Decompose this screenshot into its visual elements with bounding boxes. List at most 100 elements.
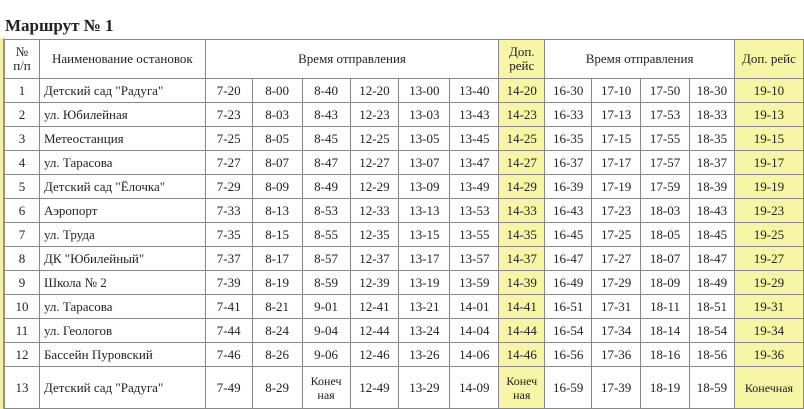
departure-time: 13-21 <box>398 294 451 319</box>
departure-time: 8-57 <box>301 246 351 271</box>
departure-time: Конечная <box>301 366 351 409</box>
stop-number: 5 <box>4 174 40 199</box>
departure-time: 16-49 <box>544 270 593 295</box>
stop-name: ул. Юбилейная <box>38 102 206 127</box>
table-row: 6 Аэропорт 7-33 8-13 8-53 12-33 13-13 13-53 14-3… <box>4 198 804 223</box>
departure-time: 13-17 <box>398 246 451 271</box>
departure-time: 8-26 <box>251 342 303 367</box>
departure-time: 8-13 <box>251 198 303 223</box>
table-row: 10 ул. Тарасова 7-41 8-21 9-01 12-41 13-21 14-0… <box>4 294 804 319</box>
departure-time: 13-00 <box>398 78 451 103</box>
departure-time: 17-34 <box>591 318 642 343</box>
stop-name: ДК "Юбилейный" <box>38 246 206 271</box>
departure-time: 9-04 <box>301 318 351 343</box>
stop-number: 4 <box>4 150 40 175</box>
departure-time: 17-59 <box>640 174 691 199</box>
departure-time: 13-15 <box>398 222 451 247</box>
header-num: № п/п <box>4 39 40 79</box>
departure-time: 13-53 <box>449 198 500 223</box>
departure-time: 17-57 <box>640 150 691 175</box>
departure-time: 12-37 <box>349 246 400 271</box>
departure-time: 7-25 <box>204 126 253 151</box>
departure-time: 17-17 <box>591 150 642 175</box>
departure-time: 16-47 <box>544 246 593 271</box>
departure-time: 8-07 <box>251 150 303 175</box>
table-row: 3 Метеостанция 7-25 8-05 8-45 12-25 13-05 13-45… <box>4 126 804 151</box>
stop-number: 11 <box>4 318 40 343</box>
departure-time: 17-31 <box>591 294 642 319</box>
table-row: 13 Детский сад "Радуга" 7-49 8-29 Конечная 12… <box>4 366 804 409</box>
departure-time: 8-40 <box>301 78 351 103</box>
departure-time: 12-27 <box>349 150 400 175</box>
departure-time: 12-25 <box>349 126 400 151</box>
stop-number: 7 <box>4 222 40 247</box>
departure-time: 18-39 <box>689 174 735 199</box>
stop-name: Детский сад "Ёлочка" <box>38 174 206 199</box>
departure-time: 14-20 <box>498 78 546 103</box>
departure-time: 13-07 <box>398 150 451 175</box>
stop-number: 6 <box>4 198 40 223</box>
departure-time: 8-15 <box>251 222 303 247</box>
stop-name: Бассейн Пуровский <box>38 342 206 367</box>
stop-number: 13 <box>4 366 40 409</box>
table-row: 4 ул. Тарасова 7-27 8-07 8-47 12-27 13-07 13-47… <box>4 150 804 175</box>
departure-time: 8-19 <box>251 270 303 295</box>
departure-time: 14-39 <box>498 270 546 295</box>
departure-time: 16-54 <box>544 318 593 343</box>
stop-name: Аэропорт <box>38 198 206 223</box>
departure-time: 18-03 <box>640 198 691 223</box>
page-title: Маршрут № 1 <box>5 16 114 35</box>
departure-time: 18-11 <box>640 294 691 319</box>
departure-time: 14-41 <box>498 294 546 319</box>
departure-time: 14-09 <box>449 366 500 409</box>
stop-name: Детский сад "Радуга" <box>38 366 206 409</box>
departure-time: 18-30 <box>689 78 735 103</box>
departure-time: 7-49 <box>204 366 253 409</box>
departure-time: 16-43 <box>544 198 593 223</box>
header-name: Наименование остановок <box>38 39 206 79</box>
departure-time: 8-43 <box>301 102 351 127</box>
departure-time: 13-55 <box>449 222 500 247</box>
departure-time: 17-50 <box>640 78 691 103</box>
departure-time: 8-05 <box>251 126 303 151</box>
table-row: 7 ул. Труда 7-35 8-15 8-55 12-35 13-15 13-55 14-… <box>4 222 804 247</box>
stop-number: 10 <box>4 294 40 319</box>
departure-time: 13-57 <box>449 246 500 271</box>
departure-time: 8-24 <box>251 318 303 343</box>
departure-time: 8-49 <box>301 174 351 199</box>
departure-time: 17-15 <box>591 126 642 151</box>
departure-time: 17-36 <box>591 342 642 367</box>
departure-time: 13-13 <box>398 198 451 223</box>
header-times1: Время отправления <box>204 39 500 79</box>
departure-time: 16-33 <box>544 102 593 127</box>
departure-time: 8-09 <box>251 174 303 199</box>
stop-name: ул. Труда <box>38 222 206 247</box>
departure-time: 17-25 <box>591 222 642 247</box>
departure-time: 7-20 <box>204 78 253 103</box>
departure-time: 14-29 <box>498 174 546 199</box>
departure-time: 8-55 <box>301 222 351 247</box>
departure-time: 9-01 <box>301 294 351 319</box>
departure-time: 12-20 <box>349 78 400 103</box>
table-row: 12 Бассейн Пуровский 7-46 8-26 9-06 12-46 13-2… <box>4 342 804 367</box>
departure-time: 7-35 <box>204 222 253 247</box>
departure-time: 19-34 <box>733 318 804 343</box>
departure-time: 18-45 <box>689 222 735 247</box>
departure-time: 19-27 <box>733 246 804 271</box>
departure-time: 7-44 <box>204 318 253 343</box>
stop-number: 8 <box>4 246 40 271</box>
departure-time: 12-23 <box>349 102 400 127</box>
departure-time: 12-35 <box>349 222 400 247</box>
departure-time: 18-16 <box>640 342 691 367</box>
departure-time: 16-39 <box>544 174 593 199</box>
departure-time: 9-06 <box>301 342 351 367</box>
departure-time: 13-43 <box>449 102 500 127</box>
departure-time: 18-43 <box>689 198 735 223</box>
departure-time: 8-17 <box>251 246 303 271</box>
departure-time: 19-10 <box>733 78 804 103</box>
departure-time: 18-05 <box>640 222 691 247</box>
departure-time: 18-59 <box>689 366 735 409</box>
departure-time: 7-39 <box>204 270 253 295</box>
departure-time: 14-27 <box>498 150 546 175</box>
departure-time: 18-09 <box>640 270 691 295</box>
